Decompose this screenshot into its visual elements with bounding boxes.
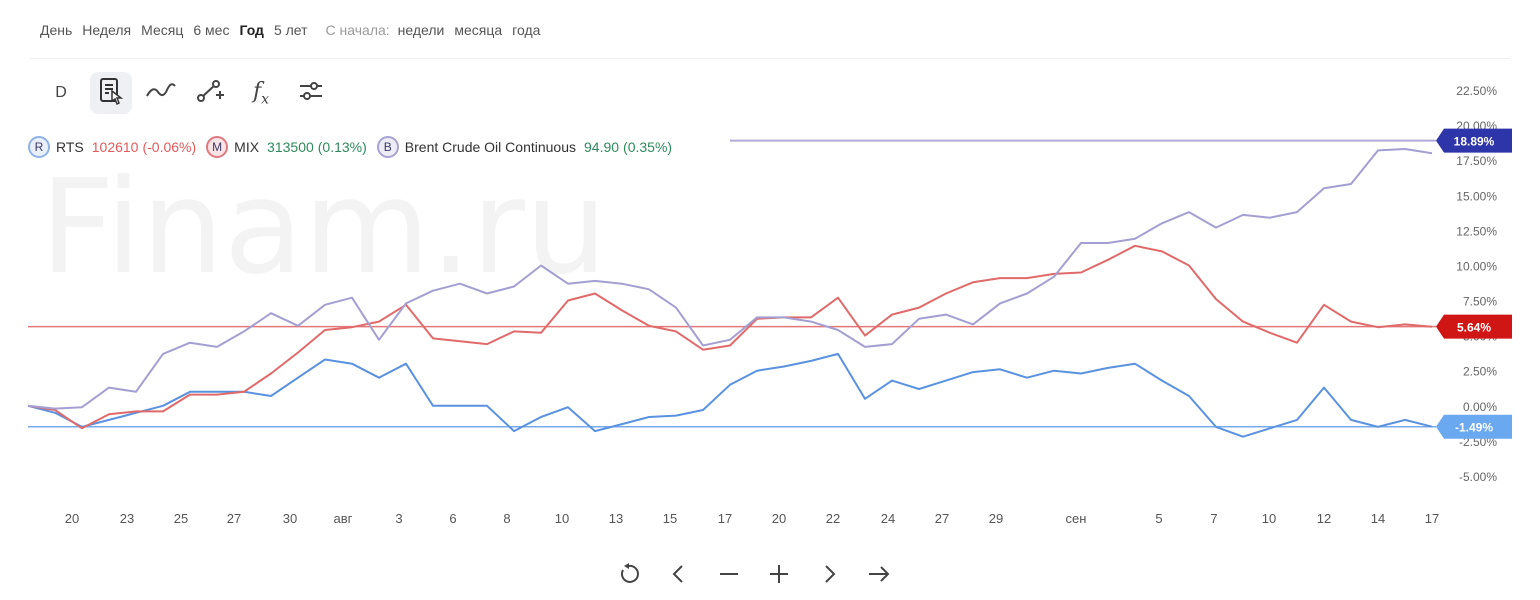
period-5-years[interactable]: 5 лет [273, 22, 308, 38]
watermark: Finam.ru [40, 151, 607, 303]
scroll-right-button[interactable] [812, 560, 846, 594]
x-tick-label: 15 [663, 511, 677, 526]
since-month[interactable]: месяца [454, 22, 503, 38]
series-line [27, 148, 1433, 410]
legend-name: RTS [56, 139, 84, 155]
y-tick-label: 2.50% [1463, 365, 1497, 379]
chevron-right-icon [819, 563, 839, 591]
chart-type-button[interactable] [140, 72, 182, 114]
x-tick-label: 29 [989, 511, 1003, 526]
x-tick-label: 22 [826, 511, 840, 526]
series-line [27, 352, 1433, 438]
reset-icon [617, 562, 641, 592]
y-tick-label: 12.50% [1456, 224, 1497, 238]
legend-value: 94.90 [584, 139, 620, 155]
legend-value: 102610 [91, 139, 139, 155]
x-tick-label: 23 [120, 511, 134, 526]
x-tick-label: 14 [1371, 511, 1385, 526]
x-tick-label: 30 [283, 511, 297, 526]
period-day[interactable]: День [40, 22, 73, 38]
x-tick-label: авг [334, 511, 353, 526]
y-tick-label: 0.00% [1463, 400, 1497, 414]
document-cursor-icon [97, 76, 125, 111]
since-label: С начала: [325, 22, 390, 38]
top-divider [30, 58, 1510, 59]
compare-button[interactable] [90, 72, 132, 114]
last-value-tag [1436, 414, 1512, 439]
period-selector: День Неделя Месяц 6 мес Год 5 лет С нача… [40, 20, 550, 40]
last-value-tag [1436, 314, 1512, 339]
x-tick-label: 10 [1262, 511, 1276, 526]
y-tick-label: 10.00% [1456, 259, 1497, 273]
y-tick-label: 15.00% [1456, 189, 1497, 203]
settings-button[interactable] [290, 72, 332, 114]
x-tick-label: 20 [772, 511, 786, 526]
last-value-label: 5.64% [1457, 321, 1491, 335]
x-tick-label: 17 [718, 511, 732, 526]
scroll-to-end-button[interactable] [862, 560, 896, 594]
indicators-button[interactable]: fx [240, 72, 282, 114]
x-tick-label: 5 [1155, 511, 1162, 526]
plus-icon [768, 563, 790, 591]
scroll-left-button[interactable] [662, 560, 696, 594]
drawing-tool-icon [196, 78, 226, 109]
since-week[interactable]: недели [397, 22, 445, 38]
last-value-label: -1.49% [1455, 421, 1493, 435]
legend-item-mix[interactable]: M MIX 313500 (0.13%) [206, 136, 371, 158]
x-tick-label: 8 [503, 511, 510, 526]
zoom-out-button[interactable] [712, 560, 746, 594]
last-value-tag [1436, 128, 1512, 153]
chart-navigation [612, 560, 912, 594]
x-tick-label: 17 [1425, 511, 1439, 526]
y-tick-label: 17.50% [1456, 154, 1497, 168]
x-tick-label: 24 [881, 511, 895, 526]
legend-change: (0.13%) [317, 139, 367, 155]
legend-name: MIX [234, 139, 260, 155]
legend-change: (0.35%) [623, 139, 673, 155]
legend-item-brent[interactable]: B Brent Crude Oil Continuous 94.90 (0.35… [376, 136, 676, 158]
zoom-in-button[interactable] [762, 560, 796, 594]
function-icon: fx [252, 78, 270, 108]
drawing-tools-button[interactable] [190, 72, 232, 114]
y-tick-label: 7.50% [1463, 295, 1497, 309]
rts-badge: R [28, 136, 50, 158]
last-value-label: 18.89% [1454, 135, 1495, 149]
y-tick-label: 22.50% [1456, 84, 1497, 98]
x-tick-label: 12 [1317, 511, 1331, 526]
period-6-months[interactable]: 6 мес [193, 22, 230, 38]
reset-button[interactable] [612, 560, 646, 594]
sliders-icon [297, 79, 325, 108]
interval-button[interactable]: D [55, 84, 67, 101]
chart-toolbar: D fx [40, 72, 340, 114]
x-tick-label: сен [1066, 511, 1087, 526]
x-tick-label: 27 [935, 511, 949, 526]
legend-change: (-0.06%) [142, 139, 197, 155]
x-tick-label: 13 [609, 511, 623, 526]
brent-badge: B [376, 136, 399, 158]
arrow-right-icon [867, 563, 891, 591]
chevron-left-icon [669, 563, 689, 591]
x-tick-label: 27 [227, 511, 241, 526]
period-week[interactable]: Неделя [82, 22, 132, 38]
legend-value: 313500 [267, 139, 314, 155]
period-year[interactable]: Год [239, 22, 264, 38]
minus-icon [718, 563, 740, 591]
mix-badge: M [206, 136, 229, 158]
x-tick-label: 3 [395, 511, 402, 526]
period-month[interactable]: Месяц [141, 22, 184, 38]
x-tick-label: 10 [555, 511, 569, 526]
x-tick-label: 20 [65, 511, 79, 526]
x-tick-label: 6 [449, 511, 456, 526]
legend-item-rts[interactable]: R RTS 102610 (-0.06%) [28, 136, 200, 158]
x-tick-label: 7 [1210, 511, 1217, 526]
legend-name: Brent Crude Oil Continuous [404, 139, 576, 155]
x-tick-label: 25 [174, 511, 188, 526]
y-tick-label: -5.00% [1459, 470, 1497, 484]
line-chart-icon [145, 81, 177, 106]
series-line [27, 244, 1433, 430]
since-year[interactable]: года [512, 22, 541, 38]
chart-legend: R RTS 102610 (-0.06%) M MIX 313500 (0.13… [28, 135, 682, 159]
